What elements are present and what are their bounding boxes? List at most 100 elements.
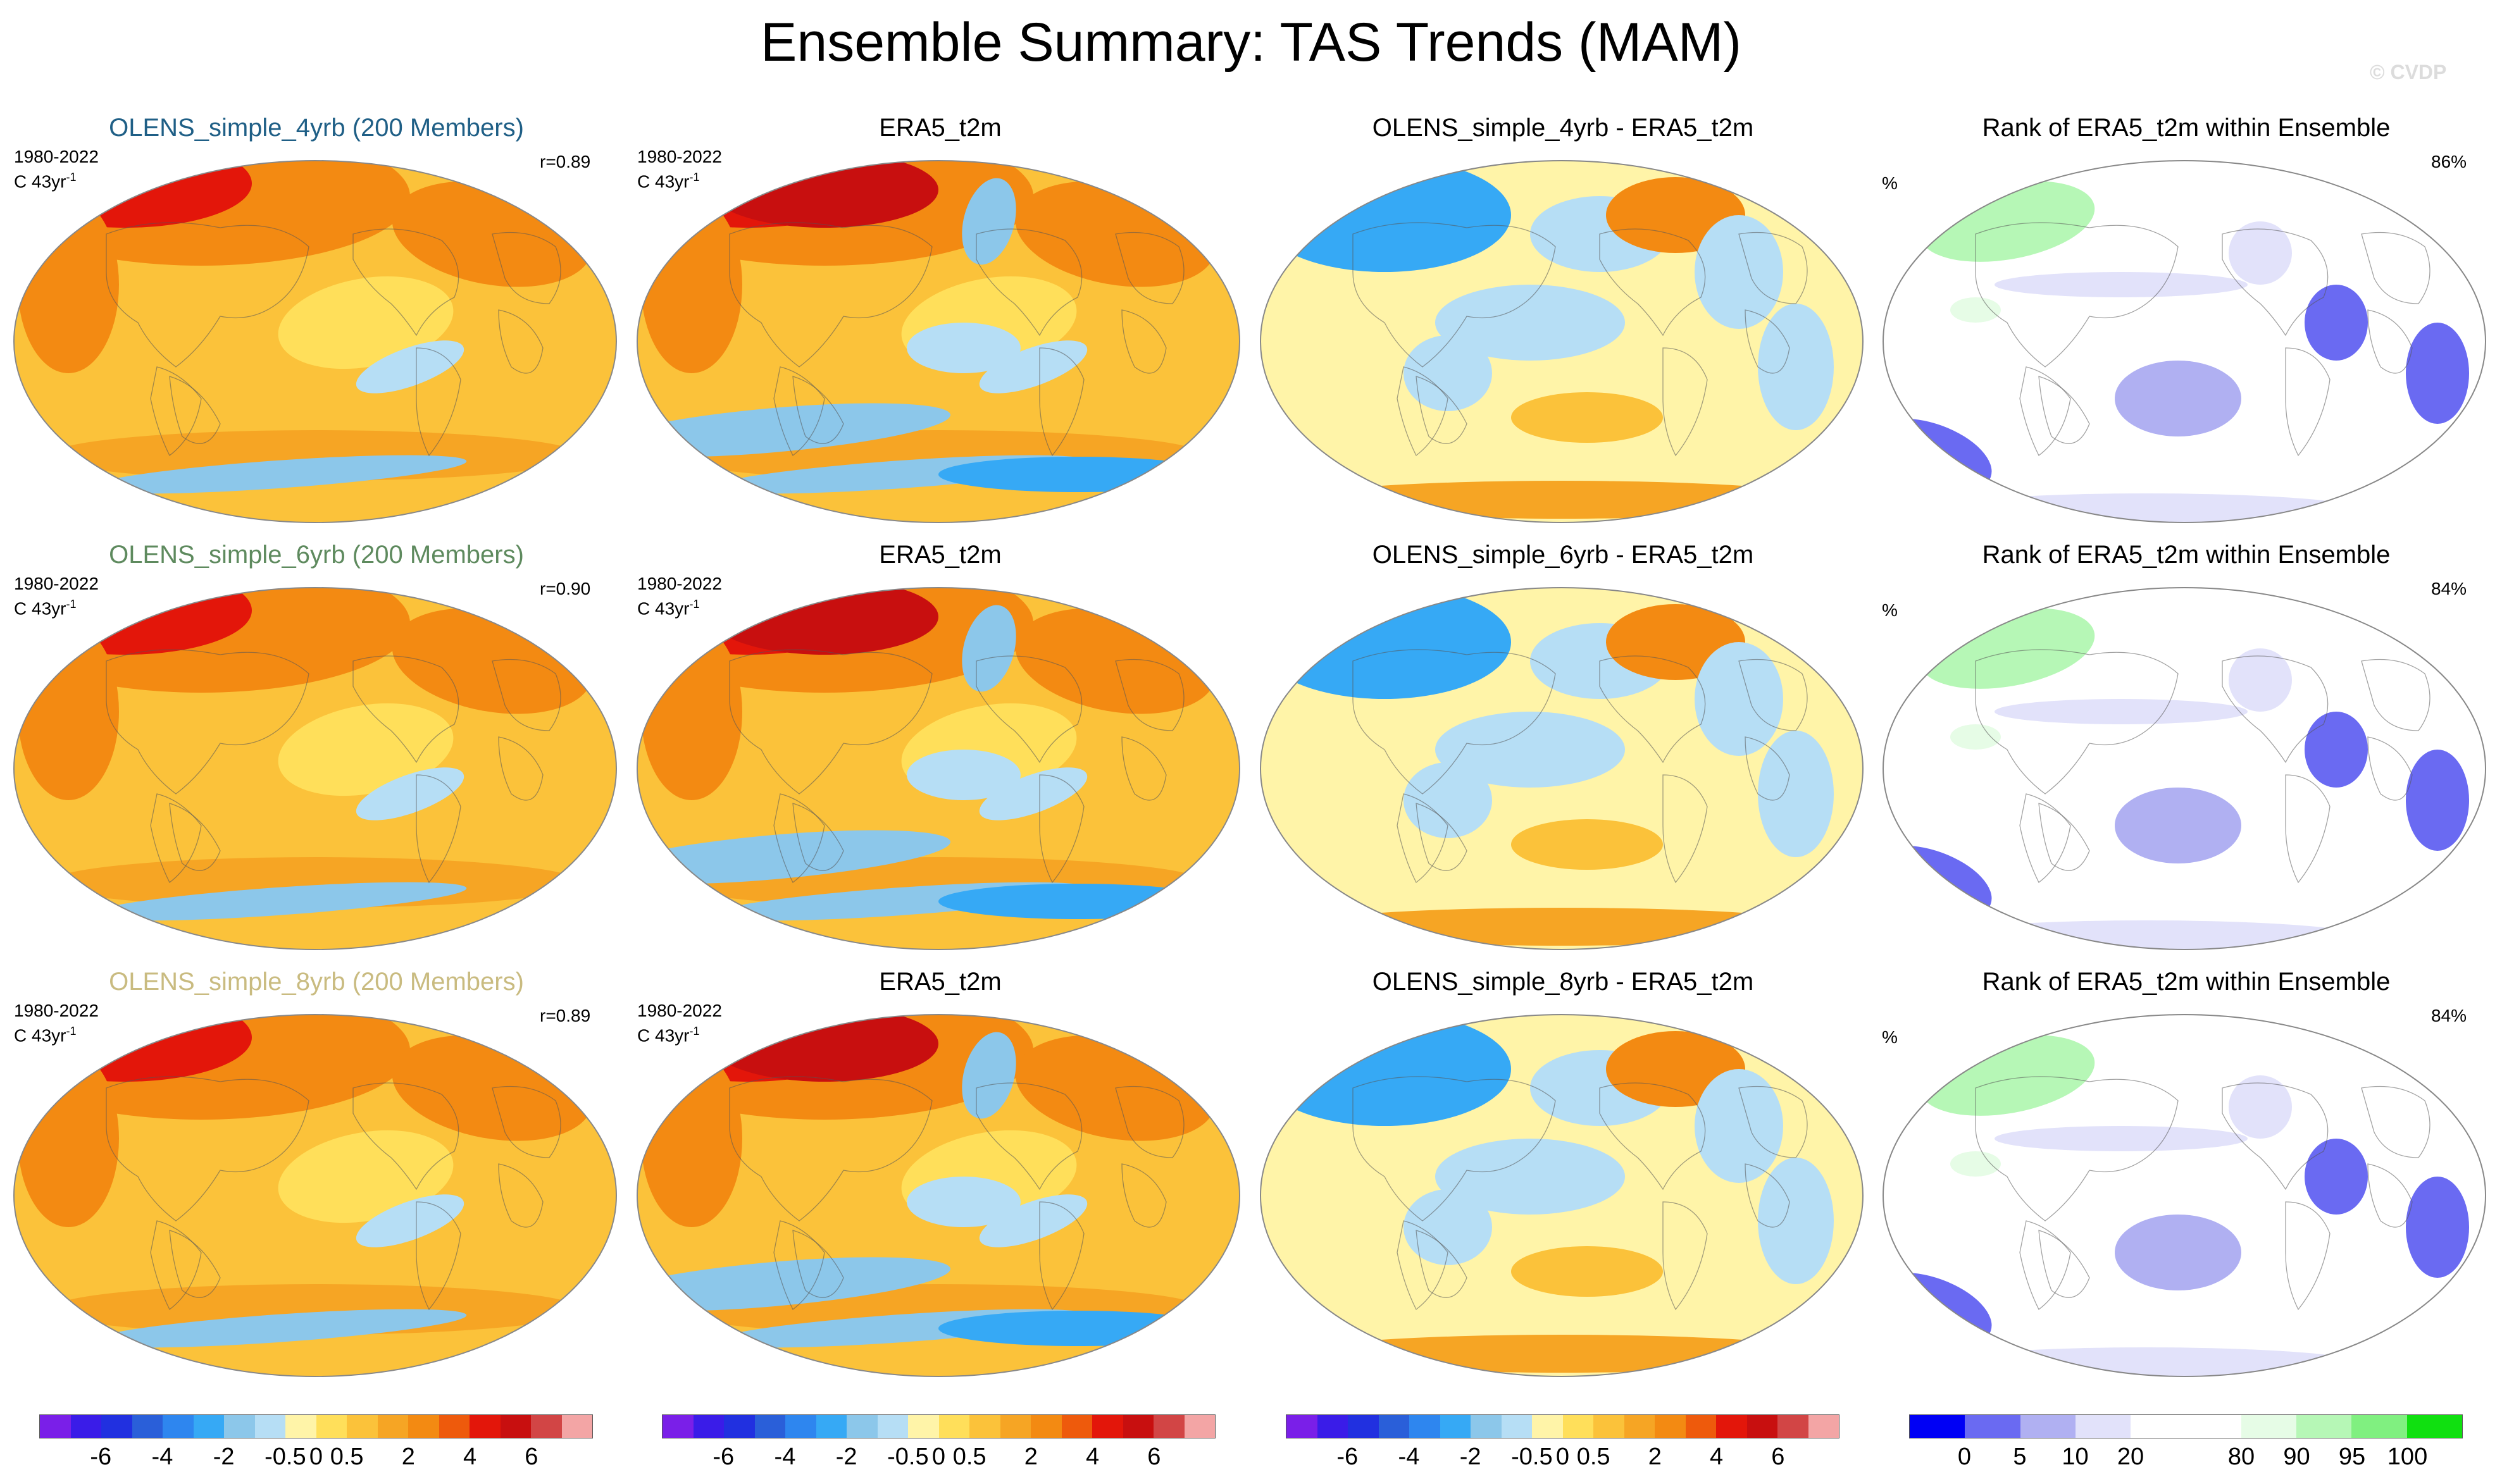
period-units-label: 1980-2022 C 43yr-1 [14,574,99,619]
satlantic-cool [1758,1158,1834,1284]
india-high-rank [1950,297,2001,323]
panel-rank-title: Rank of ERA5_t2m within Ensemble [1982,114,2391,142]
colorbar-difference [1286,1414,1839,1438]
coastline-2 [169,803,221,871]
units-exponent: -1 [689,1025,700,1037]
southern-cool-band [87,1309,467,1348]
coastline-6 [1121,309,1167,374]
colorbar-rank [1909,1414,2463,1438]
pattern-correlation: r=0.89 [540,152,591,171]
units-label: C 43yr-1 [14,167,99,192]
colorbar-tick-label: 0.5 [952,1444,986,1470]
colorbar-swatch [2351,1415,2407,1438]
africa-warm [641,196,742,373]
coastline-1 [773,1220,825,1310]
map-field [1260,1015,1863,1376]
coastline-3 [352,655,459,764]
coastline-2 [169,376,221,444]
colorbar-tick-label: 20 [2117,1444,2144,1470]
units-label: C 43yr-1 [637,167,722,192]
colorbar-swatch [193,1415,224,1438]
africa-warm [18,1050,119,1227]
coastline-3 [352,1082,459,1190]
units-label: C 43yr-1 [14,1021,99,1046]
units-exponent: -1 [66,171,77,183]
period-units-label: 1980-2022 C 43yr-1 [637,1001,722,1046]
coastline-3 [976,228,1083,337]
africa-warm [641,623,742,800]
colorbar-tick-label: 90 [2283,1444,2310,1470]
coastline-5 [1115,232,1185,304]
pacific-faint [1995,272,2248,297]
colorbar-swatch [2075,1415,2131,1438]
so-warm-bias [1511,1246,1663,1297]
colorbar-tick-label: -0.5 [887,1444,929,1470]
coastline-0 [1352,1076,1556,1221]
so-cool-east [938,884,1217,919]
colorbar-tick-label: 0 [309,1444,323,1470]
coastline-2 [2038,1230,2090,1298]
colorbar-tick-label: -6 [713,1444,735,1470]
colorbar-swatch [1317,1415,1348,1438]
colorbar-tick-label: 4 [463,1444,477,1470]
coastline-3 [1599,655,1706,764]
coastline-1 [1397,1220,1448,1310]
map-diff-row2 [1260,587,1864,950]
coastline-2 [792,376,844,444]
colorbar-tick-label: 0.5 [1576,1444,1610,1470]
colorbar-tick-label: 6 [1147,1444,1161,1470]
colorbar-tick-label: -2 [1459,1444,1481,1470]
satlantic-low-rank [2406,750,2469,851]
coastline-2 [2038,376,2090,444]
coastline-4 [1662,1201,1708,1311]
map-outline [1883,587,2486,950]
colorbar-swatch [908,1415,939,1438]
panel-difference-title: OLENS_simple_8yrb - ERA5_t2m [1372,968,1754,996]
coastline-4 [1662,347,1708,457]
colorbar-swatch [785,1415,816,1438]
coastline-2 [1416,1230,1467,1298]
colorbar-swatch [1348,1415,1379,1438]
coastline-6 [2367,1163,2413,1228]
east-pacific-cool [979,1194,1088,1247]
coastline-0 [729,649,933,795]
colorbar-tick-label: 2 [1648,1444,1662,1470]
atlantic-cool [1695,642,1783,756]
coastline-5 [1115,659,1185,731]
coastline-1 [150,1220,202,1310]
colorbar-swatch [132,1415,163,1438]
east-pacific-cool [979,340,1088,393]
spacific-low-rank [2115,788,2241,863]
colorbar-swatch [1593,1415,1624,1438]
coastline-2 [1416,803,1467,871]
colorbar-tick-label: -4 [151,1444,173,1470]
map-ens-row1 [13,160,617,523]
pacific-cool-bias [1435,1139,1625,1215]
coastline-3 [352,228,459,337]
coastline-0 [1352,649,1556,795]
colorbar-swatch [377,1415,408,1438]
coastline-0 [1352,222,1556,368]
map-outline [1883,160,2486,523]
australia-cool [1403,1189,1492,1265]
map-ens-row2 [13,587,617,950]
colorbar-swatch [2296,1415,2352,1438]
coastline-3 [976,1082,1083,1190]
colorbar-swatch [1746,1415,1777,1438]
colorbar-tick-label: 0 [1957,1444,1972,1470]
map-outline [1883,1014,2486,1377]
colorbar-swatch [877,1415,908,1438]
period-units-label: 1980-2022 C 43yr-1 [637,574,722,619]
atlantic-cool [1695,1069,1783,1183]
coastline-5 [1738,232,1808,304]
pacific-cool-patch [907,1177,1021,1227]
coastline-5 [1738,1085,1808,1158]
colorbar-swatch [2131,1415,2186,1438]
rank-percent: 84% [2431,579,2467,598]
eurasia-cool-bias [1260,161,1511,272]
antarctic-warm [1296,481,1827,519]
colorbar-swatch [531,1415,562,1438]
colorbar-swatch [1061,1415,1092,1438]
coastline-3 [2222,228,2329,337]
map-outline [637,160,1240,523]
